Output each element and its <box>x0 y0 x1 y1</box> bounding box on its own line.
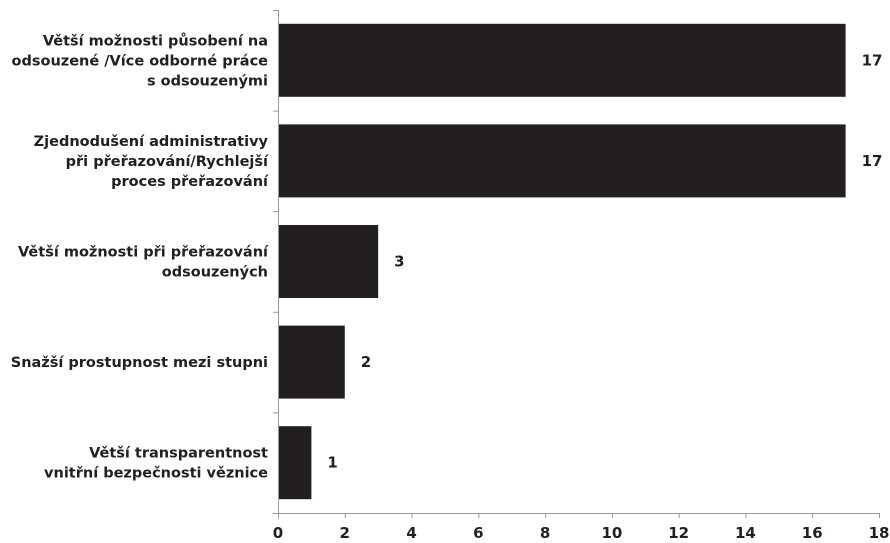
x-tick-label: 12 <box>668 524 689 542</box>
x-tick-label: 4 <box>406 524 416 542</box>
bar-4 <box>278 325 345 399</box>
x-tick-label: 18 <box>869 524 890 542</box>
axis-layer: 0 2 4 6 8 10 12 14 16 18 <box>273 10 890 542</box>
bar-2 <box>278 124 846 198</box>
x-tick-label: 8 <box>540 524 550 542</box>
data-label-3: 3 <box>394 253 404 271</box>
data-label-5: 1 <box>327 454 337 472</box>
data-label-1: 17 <box>862 51 883 69</box>
data-label-2: 17 <box>862 152 883 170</box>
x-tick-label: 2 <box>340 524 350 542</box>
x-tick-label: 16 <box>802 524 823 542</box>
x-tick-label: 6 <box>473 524 483 542</box>
category-label-2: Zjednodušení administrativy při přeřazová… <box>34 134 269 190</box>
x-tick-label: 10 <box>601 524 622 542</box>
category-label-1: Větší možnosti působení na odsouzené /Víc… <box>12 32 269 89</box>
category-label-5: Větší transparentnost vnitřní bezpečnosti… <box>44 446 268 482</box>
data-label-4: 2 <box>361 353 371 371</box>
bar-3 <box>278 225 379 298</box>
category-label-4: Snažší prostupnost mezi stupni <box>11 355 268 371</box>
x-tick-label: 14 <box>735 524 756 542</box>
category-label-3: Větší možnosti při přeřazování odsouzenýc… <box>18 245 269 281</box>
labels-layer: 17 Větší možnosti působení na odsouzené /V… <box>11 32 883 481</box>
x-tick-label: 0 <box>273 524 283 542</box>
bar-5 <box>278 426 312 500</box>
bar-1 <box>278 23 846 97</box>
bars-layer <box>278 23 846 500</box>
